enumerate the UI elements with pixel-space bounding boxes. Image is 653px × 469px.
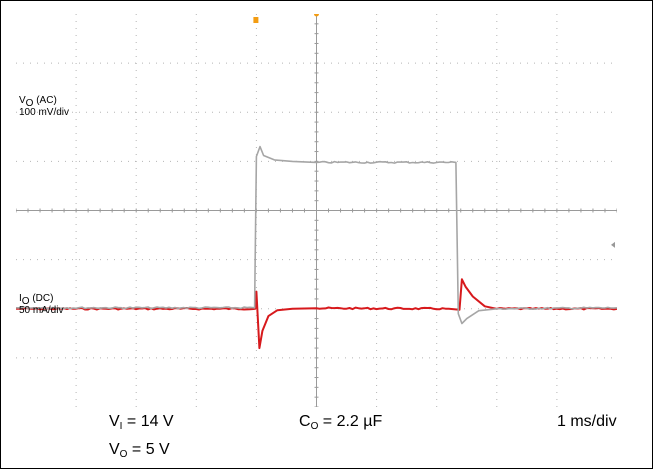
input-voltage-caption: VI = 14 V: [109, 413, 174, 432]
trigger-level-marker: [314, 14, 319, 17]
output-capacitance-caption: CO = 2.2 µF: [299, 413, 383, 432]
scope-plot: [16, 14, 617, 407]
ground-reference-marker: [611, 241, 615, 248]
trigger-position-marker: [253, 17, 259, 23]
scope-screen: [16, 14, 617, 407]
io-trace-label: IO (DC) 50 mA/div: [19, 293, 63, 317]
vo-trace-label: VO (AC) 100 mV/div: [19, 95, 69, 119]
io-trace-scale: 50 mA/div: [19, 305, 64, 316]
io-dc-trace: [16, 145, 617, 325]
vo-trace-name: VO (AC): [19, 95, 57, 109]
timebase-caption: 1 ms/div: [557, 413, 617, 430]
vo-trace-scale: 100 mV/div: [19, 107, 70, 118]
io-trace-name: IO (DC): [19, 293, 54, 307]
output-voltage-caption: VO = 5 V: [109, 441, 170, 460]
